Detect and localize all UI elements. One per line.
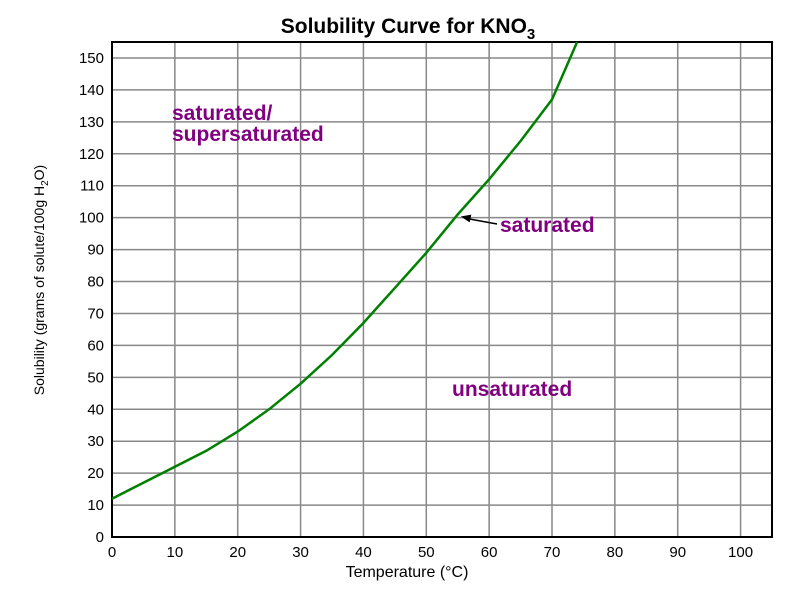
x-tick-label: 0 (108, 544, 116, 561)
x-tick-label: 100 (728, 544, 753, 561)
y-tick-label: 80 (87, 274, 104, 291)
y-tick-label: 50 (87, 369, 104, 386)
y-tick-label: 10 (87, 497, 104, 514)
x-tick-label: 30 (292, 544, 309, 561)
y-tick-label: 100 (79, 210, 104, 227)
x-tick-label: 80 (607, 544, 624, 561)
x-tick-label: 50 (418, 544, 435, 561)
y-tick-label: 0 (96, 529, 104, 546)
y-axis-ticks: 0 10 20 30 40 50 60 70 80 90 100 110 120 130 140 150 (79, 50, 104, 546)
annotation-saturated-slash: saturated/ (172, 102, 273, 125)
y-tick-label: 60 (87, 337, 104, 354)
saturated-pointer-arrow (466, 217, 498, 225)
x-axis-ticks: 0 10 20 30 40 50 60 70 80 90 100 (108, 544, 753, 561)
saturated-pointer-arrowhead (460, 214, 472, 223)
annotation-saturated: saturated (500, 214, 595, 237)
y-tick-label: 150 (79, 50, 104, 67)
x-tick-label: 40 (355, 544, 372, 561)
y-tick-label: 140 (79, 82, 104, 99)
x-tick-label: 20 (229, 544, 246, 561)
y-tick-label: 40 (87, 401, 104, 418)
x-tick-label: 70 (544, 544, 561, 561)
y-tick-label: 70 (87, 305, 104, 322)
plot-frame (111, 41, 773, 538)
annotation-unsaturated: unsaturated (452, 378, 572, 401)
y-tick-label: 30 (87, 433, 104, 450)
x-axis-label: Temperature (°C) (346, 564, 469, 581)
x-tick-label: 60 (481, 544, 498, 561)
kno3-solubility-curve (111, 41, 579, 500)
y-tick-label: 120 (79, 146, 104, 163)
x-tick-label: 10 (167, 544, 184, 561)
chart-title: Solubility Curve for KNO3 (281, 15, 536, 43)
x-tick-label: 90 (669, 544, 686, 561)
grid (112, 42, 772, 537)
annotation-supersaturated: supersaturated (172, 123, 324, 146)
y-tick-label: 20 (87, 465, 104, 482)
y-axis-label: Solubility (grams of solute/100g H2O) (31, 165, 51, 395)
y-tick-label: 90 (87, 242, 104, 259)
y-tick-label: 110 (80, 178, 104, 195)
y-tick-label: 130 (79, 114, 104, 131)
